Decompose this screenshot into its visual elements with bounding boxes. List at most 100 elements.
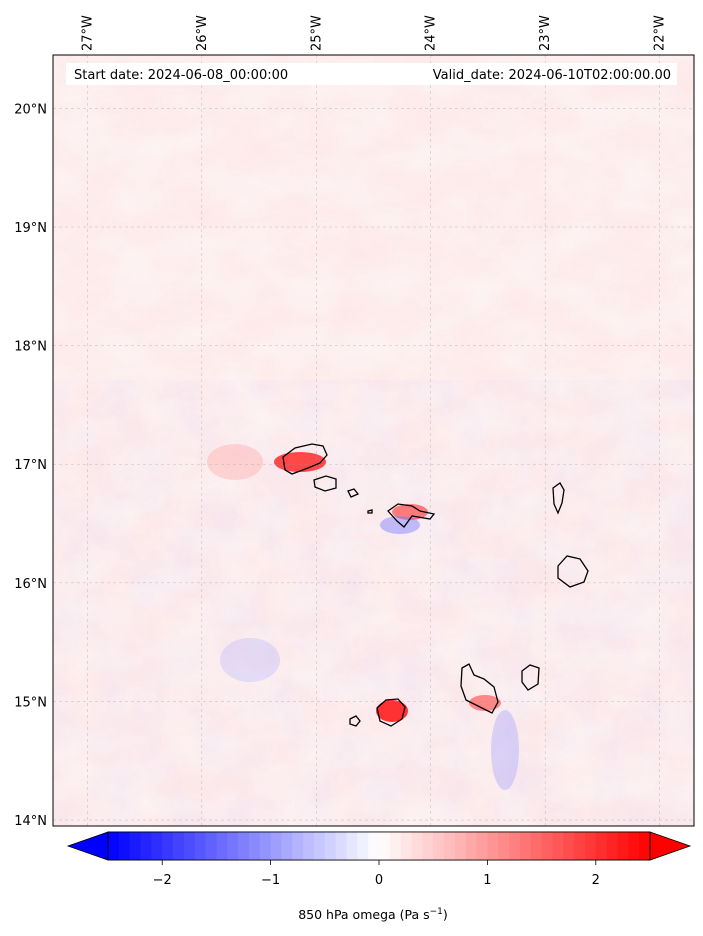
colorbar-band: [530, 832, 542, 860]
omega-feature: [392, 504, 428, 520]
colorbar-band: [173, 832, 185, 860]
colorbar-band: [498, 832, 510, 860]
island-boa-vista: [557, 555, 589, 588]
colorbar-band: [552, 832, 564, 860]
colorbar-band: [519, 832, 532, 860]
colorbar-band: [324, 832, 337, 860]
island-brava: [349, 715, 361, 727]
colorbar-band: [162, 832, 174, 860]
colorbar-band: [487, 832, 499, 860]
colorbar-band: [248, 832, 261, 860]
coastlines: [282, 443, 589, 727]
colorbar-band: [563, 832, 575, 860]
colorbar-band: [259, 832, 271, 860]
colorbar-band: [313, 832, 326, 860]
colorbar-band: [281, 832, 293, 860]
colorbar-band: [509, 832, 521, 860]
colorbar-band: [606, 832, 618, 860]
lon-tick-label: 25°W: [309, 15, 324, 51]
colorbar-band: [357, 832, 369, 860]
colorbar-band: [476, 832, 488, 860]
lon-tick-label: 23°W: [538, 15, 553, 51]
omega-feature: [207, 444, 263, 480]
colorbar-band: [368, 832, 380, 860]
colorbar-band: [454, 832, 467, 860]
colorbar-band: [346, 832, 358, 860]
colorbar-band: [574, 832, 586, 860]
lat-tick-label: 16°N: [14, 577, 47, 592]
omega-feature: [380, 516, 420, 534]
omega-field: [53, 55, 694, 826]
colorbar-label: 850 hPa omega (Pa s−1): [298, 907, 448, 922]
header-box: [66, 63, 677, 85]
valid-date-label: Valid_date: 2024-06-10T02:00:00.00: [433, 68, 671, 83]
colorbar-ticks: −2 −1 0 1 2: [153, 860, 600, 888]
colorbar-band: [617, 832, 629, 860]
colorbar-band: [628, 832, 640, 860]
colorbar-band: [303, 832, 315, 860]
omega-feature: [220, 638, 280, 682]
colorbar-band: [118, 832, 131, 860]
lon-tick-label: 26°W: [195, 15, 210, 51]
colorbar-band: [151, 832, 163, 860]
colorbar-band: [400, 832, 412, 860]
colorbar-band: [335, 832, 347, 860]
latitude-labels: 20°N 19°N 18°N 17°N 16°N 15°N 14°N: [14, 102, 47, 829]
colorbar-extend-min: [66, 831, 109, 861]
island-sao-vicente: [313, 475, 337, 492]
colorbar-band: [194, 832, 206, 860]
colorbar-band: [584, 832, 597, 860]
island-santiago: [460, 663, 499, 714]
lon-tick-label: 24°W: [424, 15, 439, 51]
colorbar-band: [129, 832, 141, 860]
lon-tick-label: 27°W: [80, 15, 95, 51]
colorbar-extend-max: [649, 831, 692, 861]
colorbar-band: [389, 832, 402, 860]
colorbar-band: [465, 832, 477, 860]
colorbar-band: [238, 832, 250, 860]
colorbar-band: [433, 832, 445, 860]
island-fogo: [376, 698, 406, 727]
island-sao-nicolau: [387, 503, 436, 528]
colorbar-band: [444, 832, 456, 860]
lat-tick-label: 18°N: [14, 340, 47, 355]
lat-tick-label: 14°N: [14, 814, 47, 829]
colorbar-band: [595, 832, 608, 860]
colorbar: −2 −1 0 1 2 850 hPa omega (Pa s−1): [66, 831, 692, 922]
lon-tick-label: 22°W: [653, 15, 668, 51]
start-date-label: Start date: 2024-06-08_00:00:00: [74, 68, 288, 83]
omega-feature: [274, 452, 326, 472]
colorbar-tick-label: −1: [261, 873, 280, 888]
colorbar-body: [107, 831, 651, 861]
colorbar-bands: [108, 832, 651, 860]
lat-tick-label: 19°N: [14, 221, 47, 236]
colorbar-band: [140, 832, 152, 860]
colorbar-band: [216, 832, 228, 860]
island-santa-luzia: [347, 488, 360, 498]
colorbar-tick-label: 0: [375, 873, 383, 888]
colorbar-tick-label: 2: [592, 873, 600, 888]
colorbar-band: [183, 832, 196, 860]
colorbar-tick-label: 1: [483, 873, 491, 888]
lat-tick-label: 15°N: [14, 695, 47, 710]
colorbar-band: [411, 832, 423, 860]
island-branco: [367, 509, 373, 514]
gridlines: [53, 55, 694, 826]
colorbar-band: [270, 832, 282, 860]
colorbar-band: [227, 832, 239, 860]
omega-feature: [376, 700, 408, 722]
colorbar-band: [292, 832, 304, 860]
island-maio: [521, 664, 540, 691]
island-sal: [552, 482, 565, 515]
omega-feature: [469, 695, 501, 711]
lat-tick-label: 20°N: [14, 102, 47, 117]
map-frame: [52, 54, 695, 827]
colorbar-band: [108, 832, 120, 860]
lat-tick-label: 17°N: [14, 458, 47, 473]
island-santo-antao: [282, 443, 328, 475]
colorbar-band: [379, 832, 391, 860]
colorbar-tick-label: −2: [153, 873, 172, 888]
colorbar-band: [422, 832, 434, 860]
colorbar-band: [541, 832, 553, 860]
